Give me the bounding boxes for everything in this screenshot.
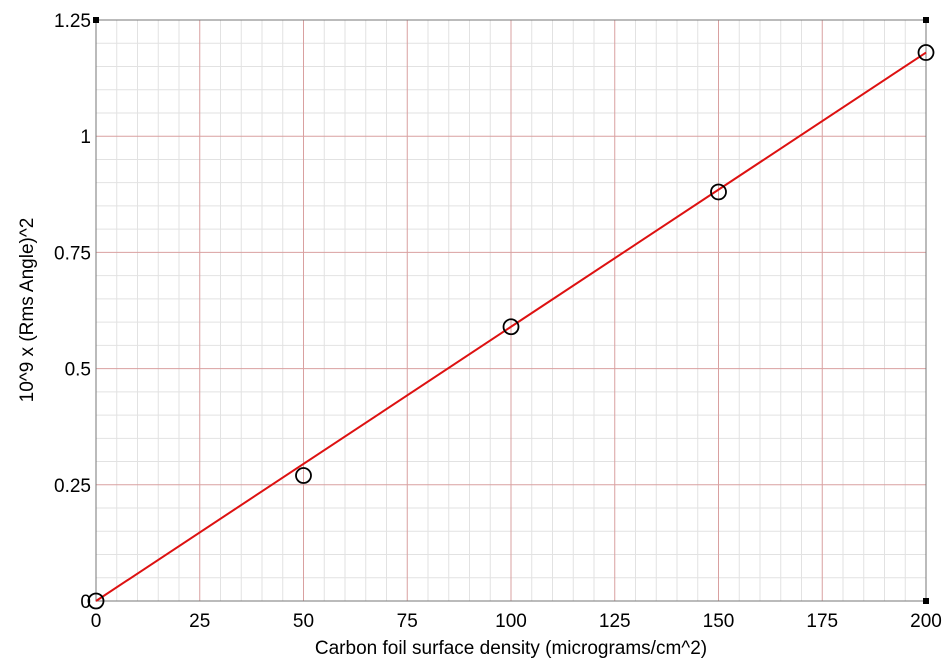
x-tick-labels: 0 25 50 75 100 125 150 175 200 (91, 611, 942, 632)
series-layer (87, 44, 935, 610)
x-tick-label: 150 (703, 611, 735, 632)
y-tick-label: 0.25 (54, 476, 91, 497)
data-point (917, 44, 935, 61)
y-tick-label: 1 (80, 127, 91, 148)
data-point (502, 318, 520, 336)
x-tick-label: 50 (293, 611, 314, 632)
corner-mark (93, 17, 99, 23)
x-tick-label: 125 (599, 611, 631, 632)
corner-mark (923, 598, 929, 604)
x-tick-label: 0 (91, 611, 102, 632)
data-point (295, 467, 312, 484)
x-tick-label: 175 (806, 611, 838, 632)
y-tick-labels: 0 0.25 0.5 0.75 1 1.25 (54, 11, 91, 613)
x-tick-label: 200 (910, 611, 942, 632)
y-tick-label: 0 (80, 592, 91, 613)
corner-mark (923, 17, 929, 23)
fit-line (95, 51, 927, 602)
plot-frame (95, 19, 927, 602)
y-tick-label: 1.25 (54, 11, 91, 32)
data-point (710, 183, 727, 201)
y-tick-label: 0.5 (65, 360, 91, 381)
x-tick-label: 75 (397, 611, 418, 632)
x-tick-label: 100 (495, 611, 527, 632)
x-axis-label: Carbon foil surface density (micrograms/… (315, 638, 707, 659)
y-axis-label: 10^9 x (Rms Angle)^2 (17, 218, 38, 403)
data-point (87, 592, 105, 610)
y-tick-label: 0.75 (54, 243, 91, 264)
x-tick-label: 25 (189, 611, 210, 632)
corner-marks (93, 17, 929, 604)
